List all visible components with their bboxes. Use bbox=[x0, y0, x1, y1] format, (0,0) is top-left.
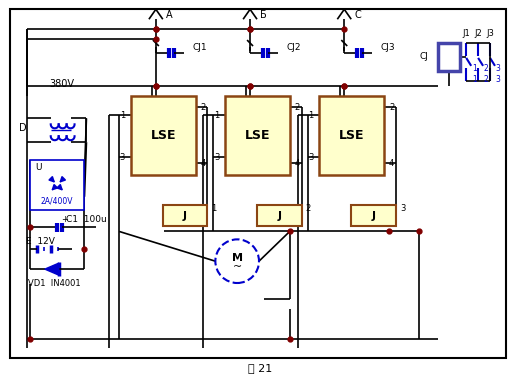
Text: VD1  IN4001: VD1 IN4001 bbox=[28, 279, 80, 288]
Text: 4: 4 bbox=[201, 159, 206, 168]
Bar bbox=[439, 43, 460, 71]
Text: C1  100u: C1 100u bbox=[66, 215, 107, 224]
Text: 4: 4 bbox=[295, 159, 300, 168]
Text: J2: J2 bbox=[474, 29, 482, 38]
Text: E  12V: E 12V bbox=[26, 237, 55, 246]
Text: ~: ~ bbox=[233, 262, 242, 272]
Bar bbox=[30, 160, 85, 210]
Bar bbox=[131, 96, 196, 175]
Text: J: J bbox=[372, 211, 376, 221]
Text: 4: 4 bbox=[389, 159, 394, 168]
Text: 3: 3 bbox=[120, 153, 125, 162]
Text: 1: 1 bbox=[120, 111, 125, 120]
Text: 2: 2 bbox=[483, 64, 489, 73]
Text: 2: 2 bbox=[305, 204, 311, 213]
Text: Б: Б bbox=[260, 10, 267, 20]
Text: 3: 3 bbox=[308, 153, 314, 162]
Text: M: M bbox=[232, 253, 243, 263]
Text: C: C bbox=[354, 10, 361, 20]
Text: 3: 3 bbox=[214, 153, 219, 162]
Text: 1: 1 bbox=[214, 111, 219, 120]
Polygon shape bbox=[45, 263, 59, 275]
Text: J3: J3 bbox=[486, 29, 494, 38]
Text: CJ1: CJ1 bbox=[192, 42, 207, 52]
Text: A: A bbox=[166, 10, 172, 20]
Text: 1: 1 bbox=[472, 75, 477, 84]
Text: LSE: LSE bbox=[339, 129, 364, 142]
Text: 2A/400V: 2A/400V bbox=[41, 196, 73, 205]
Text: LSE: LSE bbox=[245, 129, 270, 142]
Bar bbox=[257, 205, 302, 226]
Text: 3: 3 bbox=[400, 204, 405, 213]
Text: U: U bbox=[35, 164, 41, 173]
Text: J: J bbox=[277, 211, 281, 221]
Text: 2: 2 bbox=[483, 75, 489, 84]
Bar bbox=[163, 205, 207, 226]
Text: 1: 1 bbox=[308, 111, 314, 120]
Text: 2: 2 bbox=[295, 103, 300, 112]
Text: CJ: CJ bbox=[420, 52, 429, 61]
Text: 1: 1 bbox=[212, 204, 217, 213]
Text: +: + bbox=[61, 215, 68, 224]
Text: 1: 1 bbox=[472, 64, 477, 73]
Text: 3: 3 bbox=[495, 64, 501, 73]
Text: LSE: LSE bbox=[151, 129, 176, 142]
Bar bbox=[225, 96, 289, 175]
Text: 3: 3 bbox=[495, 75, 501, 84]
Text: 380V: 380V bbox=[49, 79, 74, 89]
Text: 2: 2 bbox=[201, 103, 206, 112]
Text: CJ3: CJ3 bbox=[381, 42, 396, 52]
Bar bbox=[319, 96, 384, 175]
Text: 2: 2 bbox=[389, 103, 394, 112]
Text: 图 21: 图 21 bbox=[248, 363, 272, 373]
Text: J: J bbox=[183, 211, 187, 221]
Text: J1: J1 bbox=[462, 29, 470, 38]
Text: D: D bbox=[19, 123, 27, 133]
Bar bbox=[351, 205, 396, 226]
Text: CJ2: CJ2 bbox=[287, 42, 301, 52]
